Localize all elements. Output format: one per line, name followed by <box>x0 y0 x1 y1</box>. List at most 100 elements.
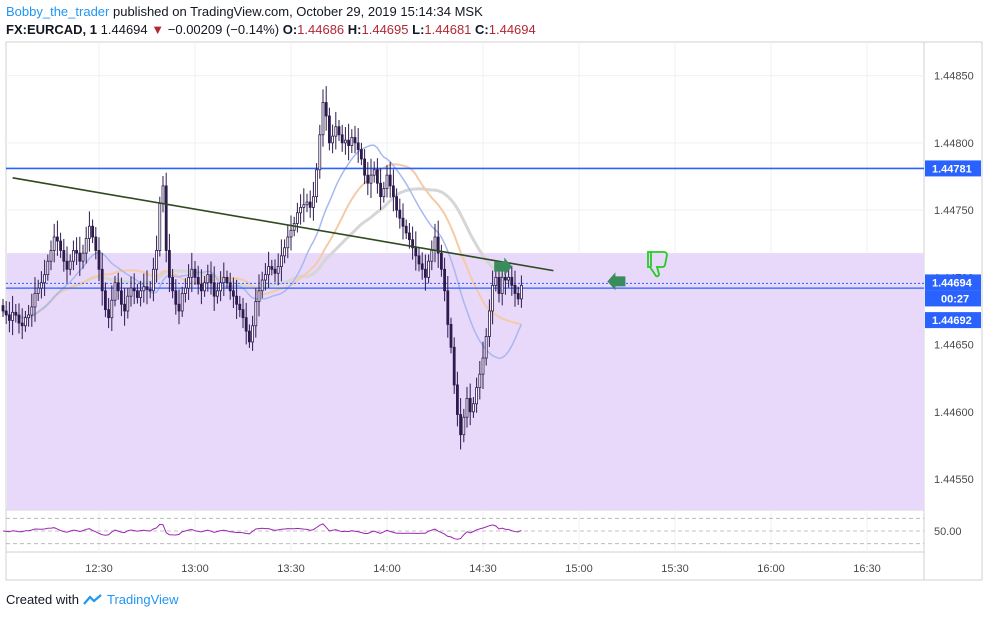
symbol-label: FX:EURCAD, 1 <box>6 22 98 37</box>
time-tick-label: 12:30 <box>85 563 113 575</box>
candle-down <box>356 142 360 150</box>
candle-up <box>350 137 354 146</box>
purple-zone <box>7 253 924 510</box>
candle-up <box>267 266 271 276</box>
low-label: L: <box>412 22 425 37</box>
candle-down <box>20 322 24 327</box>
author-link[interactable]: Bobby_the_trader <box>6 4 110 19</box>
candle-down <box>59 240 62 251</box>
price-tick-label: 1.44750 <box>934 205 974 217</box>
candle-up <box>321 102 325 136</box>
candle-down <box>7 314 11 321</box>
horizontal-levels[interactable] <box>6 167 924 289</box>
candle-up <box>88 225 91 239</box>
candle-up <box>72 250 75 262</box>
candle-down <box>420 263 424 270</box>
candle-down <box>359 149 363 160</box>
candle-up <box>155 250 159 270</box>
candle-up <box>158 202 162 251</box>
candle-down <box>401 217 405 227</box>
candle-up <box>43 274 46 284</box>
candle-up <box>139 290 143 298</box>
price-tick-label: 1.44600 <box>934 407 974 419</box>
candle-up <box>33 293 37 308</box>
candle-down <box>4 310 8 316</box>
candle-down <box>417 255 421 265</box>
candle-down <box>446 290 450 325</box>
level-price-label-bg <box>925 160 981 177</box>
time-axis: 12:30 13:00 13:30 14:00 14:30 15:00 15:30 16:00… <box>85 563 881 575</box>
candle-down <box>164 185 168 251</box>
candle-down <box>436 236 440 254</box>
candle-down <box>398 209 402 219</box>
candle-down <box>235 295 239 305</box>
support-price-label-bg <box>925 312 981 329</box>
rsi-indicator <box>2 517 924 545</box>
candle-down <box>212 282 216 297</box>
candle-down <box>404 225 408 234</box>
candle-up <box>110 299 114 319</box>
candle-down <box>407 232 411 241</box>
candle-up <box>260 279 264 292</box>
candle-up <box>520 285 523 300</box>
candle-up <box>215 290 219 297</box>
candle-up <box>318 134 322 171</box>
candle-up <box>113 282 117 301</box>
candle-up <box>219 282 223 292</box>
rsi-tick-label: 50.00 <box>934 526 962 538</box>
candle-down <box>510 276 514 286</box>
candle-up <box>180 293 184 312</box>
support-price-label: 1.44692 <box>932 315 972 327</box>
candle-down <box>94 236 98 251</box>
candle-down <box>107 309 110 319</box>
candle-down <box>449 324 453 348</box>
right-arrow-icon <box>494 257 513 276</box>
high-label: H: <box>347 22 362 37</box>
price-tick-label: 1.44850 <box>934 71 974 83</box>
trendline[interactable] <box>12 177 554 272</box>
candle-down <box>65 260 69 270</box>
candle-down <box>225 276 229 284</box>
down-arrow-icon: ▼ <box>151 22 165 37</box>
candle-down <box>244 317 248 332</box>
candle-up <box>331 135 335 144</box>
candle-down <box>516 293 520 300</box>
candle-up <box>289 229 293 238</box>
candle-down <box>443 268 447 292</box>
candle-down <box>62 250 66 262</box>
candle-down <box>145 286 149 290</box>
candle-down <box>247 330 251 343</box>
candle-up <box>40 282 43 289</box>
price-change: −0.00209 (−0.14%) <box>167 22 280 37</box>
price-axis-frame <box>923 41 983 581</box>
candle-down <box>270 266 274 270</box>
left-arrow-icon <box>607 272 626 291</box>
candle-down <box>132 287 136 292</box>
candle-down <box>347 139 351 146</box>
candle-down <box>78 252 82 262</box>
close-label: C: <box>475 22 489 37</box>
candle-up <box>23 317 27 327</box>
candle-up <box>478 373 482 389</box>
thumbs-down-icon <box>647 251 668 278</box>
candle-up <box>382 188 386 198</box>
candle-down <box>439 252 443 270</box>
candle-up <box>52 236 56 251</box>
close-value: 1.44694 <box>488 22 536 37</box>
countdown-bg <box>925 290 981 307</box>
tradingview-link[interactable]: TradingView <box>106 592 179 607</box>
created-with-text: Created with <box>6 592 79 607</box>
candle-up <box>49 250 53 262</box>
open-value: 1.44686 <box>297 22 345 37</box>
price-tick-label: 1.44650 <box>934 340 974 352</box>
price-tick-label: 1.44550 <box>934 474 974 486</box>
candle-up <box>151 268 155 292</box>
candle-up <box>183 287 187 294</box>
candle-down <box>375 169 379 184</box>
candle-down <box>411 239 415 249</box>
candle-down <box>366 174 370 184</box>
candle-up <box>299 207 303 214</box>
candle-down <box>91 225 94 238</box>
candle-down <box>353 137 357 144</box>
